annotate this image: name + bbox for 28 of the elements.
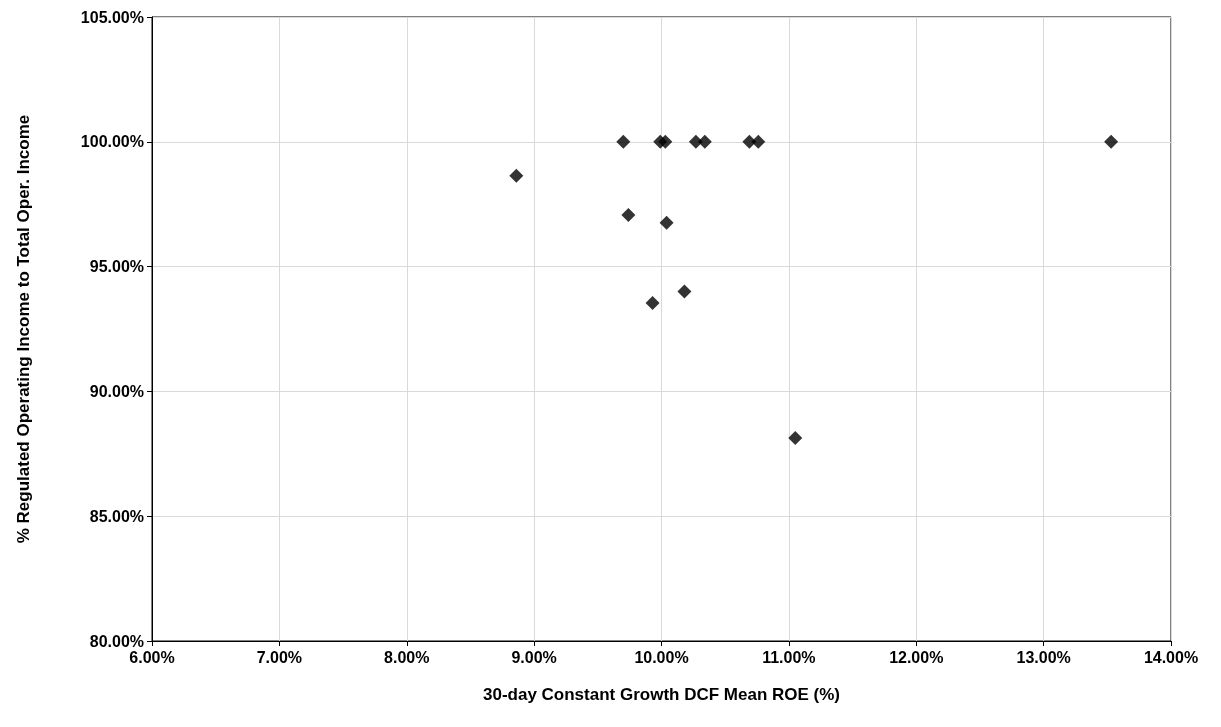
x-tick-label: 14.00% [1143,648,1199,666]
y-tick-label: 100.00% [80,133,144,151]
x-tick-label: 10.00% [634,648,689,666]
point [645,296,660,311]
x-tick-label: 11.00% [762,648,816,666]
x-axis-title: 30-day Constant Growth DCF Mean ROE (%) [482,685,841,704]
x-tick-label: 6.00% [129,648,175,666]
point [751,134,766,149]
point [659,215,674,230]
point [677,284,692,299]
point [697,134,712,149]
x-tick-label: 8.00% [384,648,430,666]
x-tick-label: 9.00% [511,648,557,666]
y-axis-title: % Regulated Operating Income to Total Oper. Income [14,114,33,544]
x-tick-label: 13.00% [1016,648,1071,666]
point [788,431,803,446]
point [621,207,636,222]
x-tick-label: 7.00% [256,648,303,666]
x-tick-label: 12.00% [889,648,944,666]
y-tick-label: 80.00% [89,632,144,650]
point [1104,134,1119,149]
y-tick-label: 95.00% [89,258,144,276]
y-tick-label: 85.00% [89,507,144,525]
y-tick-label: 105.00% [80,8,144,26]
point [616,134,631,149]
y-tick-label: 90.00% [89,382,144,400]
point [509,168,524,183]
point [658,134,673,149]
